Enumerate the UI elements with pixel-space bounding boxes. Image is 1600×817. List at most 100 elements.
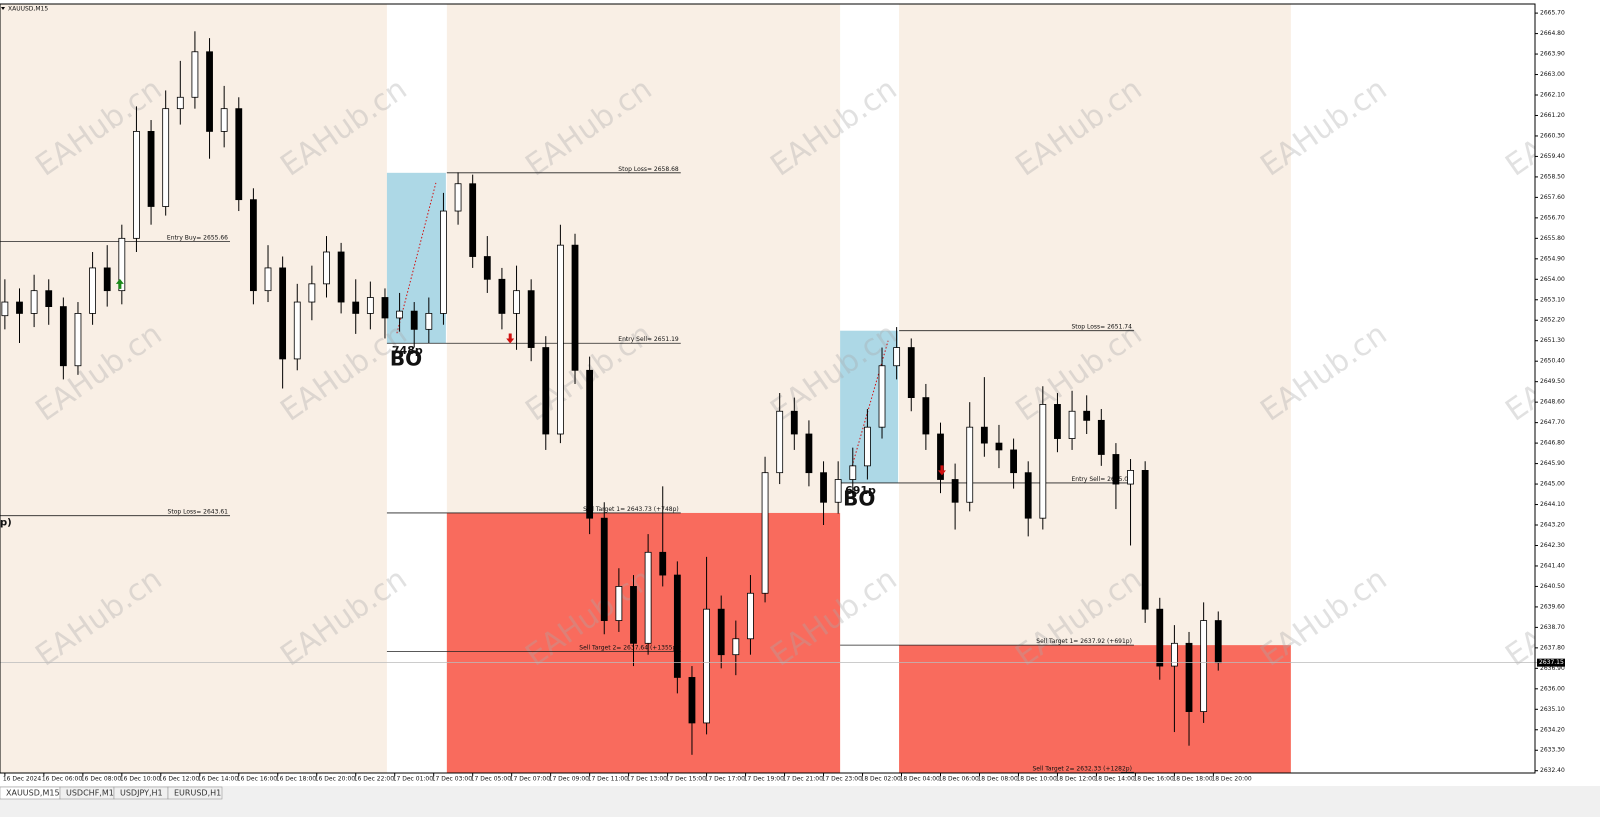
x-tick-label: 16 Dec 10:00: [120, 776, 161, 783]
plot-frame: [0, 3, 1536, 774]
candle-body: [659, 551, 667, 576]
tab-label[interactable]: USDJPY,H1: [120, 789, 163, 798]
y-tick-label: 2646.80: [1540, 440, 1565, 447]
candle-body: [498, 278, 506, 314]
candle-body: [878, 365, 886, 428]
candle-body: [1010, 449, 1017, 474]
candle-body: [30, 290, 38, 314]
candle-body: [893, 347, 901, 367]
candle-body: [483, 256, 491, 280]
x-tick-label: 16 Dec 2024: [3, 776, 42, 783]
y-tick-label: 2633.30: [1540, 747, 1565, 754]
y-tick-label: 2659.40: [1540, 153, 1565, 160]
x-tick-label: 17 Dec 15:00: [666, 776, 707, 783]
y-tick-label: 2637.80: [1540, 644, 1565, 651]
candle-body: [118, 237, 126, 292]
current-price-label: 2637.15: [1539, 659, 1564, 666]
candle-body: [191, 51, 199, 98]
candle-body: [995, 442, 1003, 451]
candle-body: [1097, 419, 1105, 455]
candle-body: [732, 638, 740, 656]
candle-body: [688, 677, 696, 724]
y-tick-label: 2644.10: [1540, 501, 1565, 508]
y-tick-label: 2645.00: [1540, 481, 1565, 488]
y-tick-label: 2640.50: [1540, 583, 1565, 590]
candle-body: [1039, 404, 1047, 519]
x-tick-label: 17 Dec 23:00: [822, 776, 863, 783]
candle-body: [381, 297, 389, 319]
x-tick-label: 18 Dec 16:00: [1133, 776, 1174, 783]
level-label: Entry Sell= 2645.05: [1071, 476, 1132, 483]
candle-body: [1185, 642, 1193, 712]
y-tick-label: 2635.10: [1540, 706, 1565, 713]
tab-label[interactable]: XAUUSD,M15: [6, 789, 60, 798]
bo-label: BO: [843, 486, 875, 510]
candle-body: [1156, 608, 1164, 667]
candle-body: [440, 210, 447, 314]
x-tick-label: 17 Dec 01:00: [393, 776, 434, 783]
candle-body: [1141, 470, 1149, 610]
current-price-tag: [1537, 658, 1565, 667]
x-tick-label: 18 Dec 02:00: [861, 776, 902, 783]
y-tick-label: 2642.30: [1540, 542, 1565, 549]
candle-body: [805, 433, 813, 474]
candle-body: [103, 267, 111, 292]
candle-body: [410, 310, 418, 330]
level-label: Entry Buy= 2655.66: [167, 235, 228, 242]
x-tick-label: 17 Dec 09:00: [549, 776, 590, 783]
signal-arrow: [506, 333, 515, 344]
candle-body: [1127, 470, 1134, 485]
x-tick-label: 17 Dec 03:00: [432, 776, 473, 783]
y-tick-label: 2652.20: [1540, 317, 1565, 324]
y-tick-label: 2649.50: [1540, 378, 1565, 385]
candle-body: [264, 267, 272, 292]
pips-label: 748p: [392, 344, 423, 357]
candle-body: [469, 183, 477, 257]
x-tick-label: 18 Dec 10:00: [1016, 776, 1057, 783]
candle-body: [16, 301, 23, 314]
y-tick-label: 2641.40: [1540, 562, 1565, 569]
tab-bar: [0, 786, 1600, 817]
candle-body: [761, 472, 769, 594]
level-label: Stop Loss= 2658.68: [618, 166, 679, 173]
y-tick-label: 2648.60: [1540, 399, 1565, 406]
candle-body: [820, 472, 827, 503]
x-tick-label: 17 Dec 13:00: [627, 776, 668, 783]
candle-body: [1083, 410, 1091, 421]
candle-body: [556, 244, 564, 435]
x-tick-label: 18 Dec 04:00: [900, 776, 941, 783]
candle-body: [630, 586, 637, 644]
level-label: Sell Target 2= 2637.64 (+1355p): [579, 645, 678, 652]
x-tick-label: 18 Dec 06:00: [938, 776, 979, 783]
chart-title: XAUUSD,M15: [8, 6, 48, 13]
candle-body: [951, 479, 959, 503]
x-tick-label: 16 Dec 16:00: [237, 776, 278, 783]
candle-body: [849, 465, 857, 480]
candle-body: [1112, 454, 1120, 485]
y-tick-label: 2658.50: [1540, 173, 1565, 180]
x-tick-label: 17 Dec 21:00: [783, 776, 824, 783]
x-tick-label: 18 Dec 14:00: [1094, 776, 1135, 783]
candle-body: [790, 410, 798, 435]
y-tick-label: 2639.60: [1540, 603, 1565, 610]
tab-label[interactable]: USDCHF,M1: [66, 789, 114, 798]
y-tick-label: 2655.80: [1540, 235, 1565, 242]
candle-body: [235, 108, 243, 201]
candle-body: [1024, 472, 1032, 519]
candle-body: [586, 369, 594, 519]
candle-body: [717, 608, 725, 656]
tab[interactable]: [167, 786, 223, 800]
candle-body: [980, 426, 988, 444]
candle-body: [220, 108, 228, 132]
candle-body: [600, 517, 608, 621]
tab-label[interactable]: EURUSD,H1: [174, 789, 221, 798]
dotted-trend: [396, 182, 437, 334]
y-tick-label: 2634.20: [1540, 726, 1565, 733]
target-zone: [446, 512, 841, 773]
y-tick-label: 2657.60: [1540, 194, 1565, 201]
candle-body: [59, 306, 67, 367]
candle-body: [513, 290, 520, 314]
